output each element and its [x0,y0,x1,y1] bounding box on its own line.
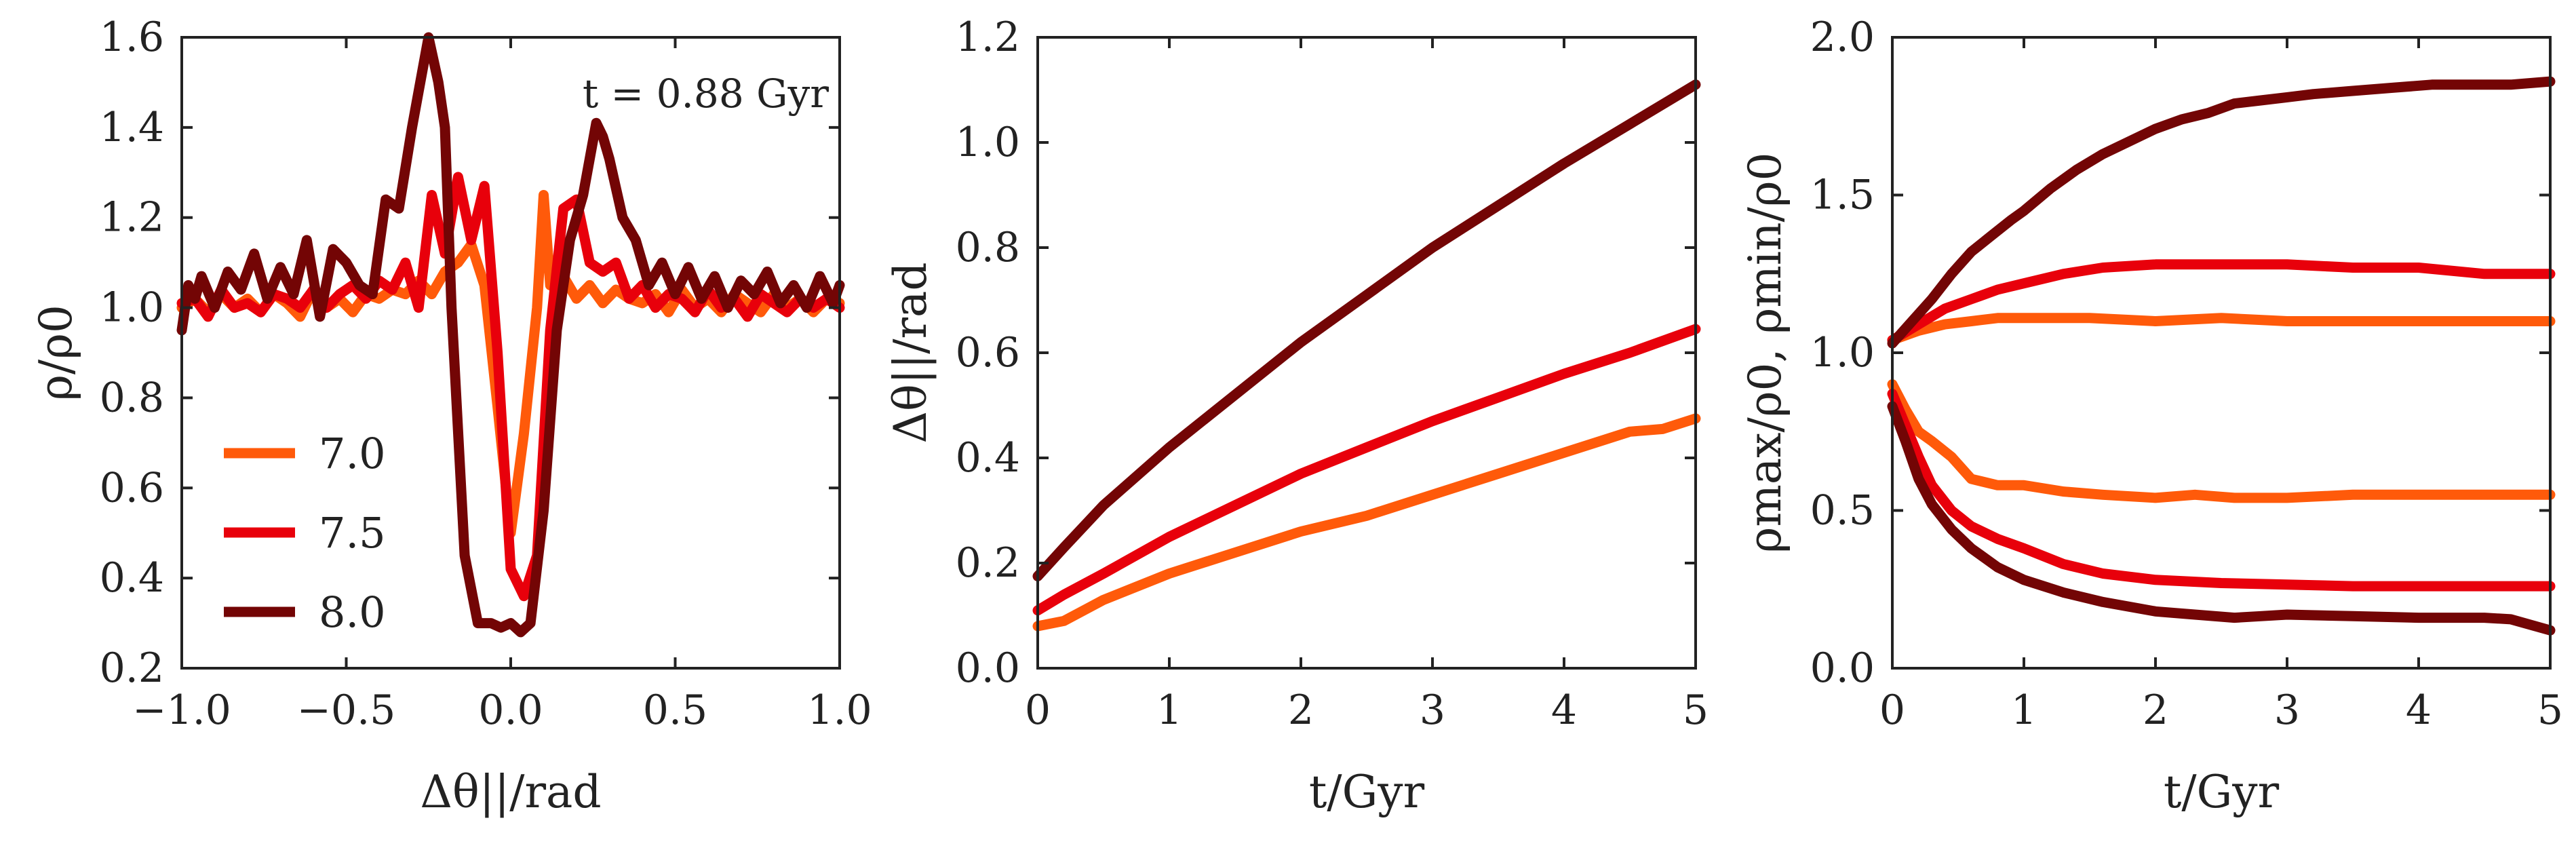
y-axis-label: ρmax/ρ0, ρmin/ρ0 [1739,153,1791,554]
series-line-2 [1887,76,2556,349]
legend-label-7.0: 7.0 [319,429,386,478]
y-tick-label: 1.0 [100,284,164,332]
series-line-2 [1032,79,1701,581]
x-tick-label: 0.0 [478,687,543,734]
axis-ticks: 0 1 2 3 4 5 0.0 0.5 1.0 1.5 2.0 [1810,14,2564,734]
y-tick-label: 1.5 [1810,172,1875,219]
y-axis-label: Δθ||/rad [884,262,937,443]
axis-ticks: −1.0 −0.5 0.0 0.5 1.0 0.2 0.4 0.6 0.8 1.0 1.2 1.4 1.… [100,14,872,734]
x-tick-label: 1 [2011,687,2037,734]
x-tick-label: 1.0 [807,687,872,734]
density-extrema-panel: 0 1 2 3 4 5 0.0 0.5 1.0 1.5 2.0 t/Gyr ρmax/ρ0, ρmi… [1739,14,2563,818]
x-axis-label: Δθ||/rad [420,766,601,818]
y-tick-label: 0.2 [956,539,1020,587]
series-line-3 [1887,379,2556,503]
y-tick-label: 2.0 [1810,14,1875,61]
series-line-0 [1887,313,2556,345]
y-tick-label: 0.0 [956,644,1020,692]
axis-ticks: 0 1 2 3 4 5 0.0 0.2 0.4 0.6 0.8 1.0 1.2 [956,14,1709,734]
density-series-lines [176,32,845,638]
y-tick-label: 0.0 [1810,644,1875,692]
y-tick-label: 1.0 [956,119,1020,166]
y-tick-label: 0.2 [100,644,164,692]
x-axis-label: t/Gyr [2164,766,2280,818]
y-tick-label: 0.6 [956,329,1020,376]
x-tick-label: 3 [2274,687,2300,734]
y-tick-label: 1.2 [100,194,164,242]
y-tick-label: 1.2 [956,14,1020,61]
x-tick-label: 2 [2143,687,2168,734]
x-tick-label: 1 [1156,687,1182,734]
series-line-0 [1032,413,1701,632]
y-tick-label: 0.6 [100,464,164,511]
y-axis-label: ρ/ρ0 [30,305,82,401]
time-annotation: t = 0.88 Gyr [583,71,829,117]
extrema-series-lines [1887,76,2556,636]
y-tick-label: 1.6 [100,14,164,61]
series-line-8.0 [176,32,845,638]
legend: 7.0 7.5 8.0 [224,429,386,637]
y-tick-label: 1.4 [100,104,164,151]
series-line-5 [1887,401,2556,636]
x-axis-label: t/Gyr [1309,766,1425,818]
width-series-lines [1032,79,1701,632]
y-tick-label: 0.8 [956,224,1020,271]
series-line-1 [1032,324,1701,616]
x-tick-label: 4 [1551,687,1577,734]
density-profile-panel: −1.0 −0.5 0.0 0.5 1.0 0.2 0.4 0.6 0.8 1.0 1.2 1.4 1.… [30,14,872,818]
legend-label-7.5: 7.5 [319,508,386,558]
y-tick-label: 0.4 [100,554,164,602]
x-tick-label: −0.5 [297,687,396,734]
x-tick-label: 0.5 [643,687,707,734]
x-tick-label: 5 [2537,687,2563,734]
series-line-1 [1887,259,2556,345]
x-tick-label: 4 [2406,687,2432,734]
y-tick-label: 1.0 [1810,329,1875,376]
x-tick-label: 0 [1025,687,1051,734]
y-tick-label: 0.4 [956,434,1020,482]
x-tick-label: 0 [1879,687,1905,734]
legend-label-8.0: 8.0 [319,587,386,637]
x-tick-label: 3 [1420,687,1445,734]
x-tick-label: 2 [1288,687,1314,734]
y-tick-label: 0.5 [1810,487,1875,535]
x-tick-label: 5 [1683,687,1709,734]
series-line-4 [1887,389,2556,592]
x-tick-label: −1.0 [132,687,231,734]
y-tick-label: 0.8 [100,374,164,421]
width-growth-panel: 0 1 2 3 4 5 0.0 0.2 0.4 0.6 0.8 1.0 1.2 t/Gyr Δθ||/r… [884,14,1709,818]
